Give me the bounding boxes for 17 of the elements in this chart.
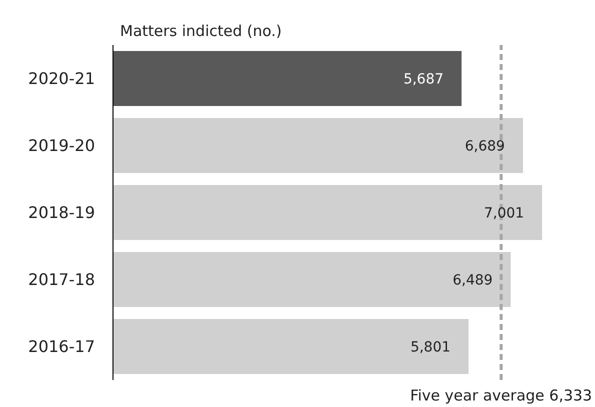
- y-tick-label: 2020-21: [28, 69, 95, 88]
- bar: [113, 252, 511, 308]
- y-tick-label: 2018-19: [28, 203, 95, 222]
- data-label: 6,689: [464, 138, 505, 154]
- data-label: 5,801: [410, 339, 451, 356]
- y-tick-label: 2017-18: [28, 270, 95, 290]
- data-label: 7,001: [484, 205, 524, 222]
- bar: [113, 185, 542, 240]
- y-tick-label: 2016-17: [28, 337, 95, 356]
- ref-line-label: Five year average 6,333: [410, 386, 592, 405]
- bar: [113, 118, 523, 174]
- y-axis-title: Matters indicted (no.): [120, 22, 282, 40]
- bar: [113, 319, 469, 374]
- data-label: 5,687: [403, 71, 444, 88]
- data-label: 6,489: [452, 272, 493, 288]
- y-tick-label: 2019-20: [28, 136, 95, 156]
- bar: [113, 51, 462, 106]
